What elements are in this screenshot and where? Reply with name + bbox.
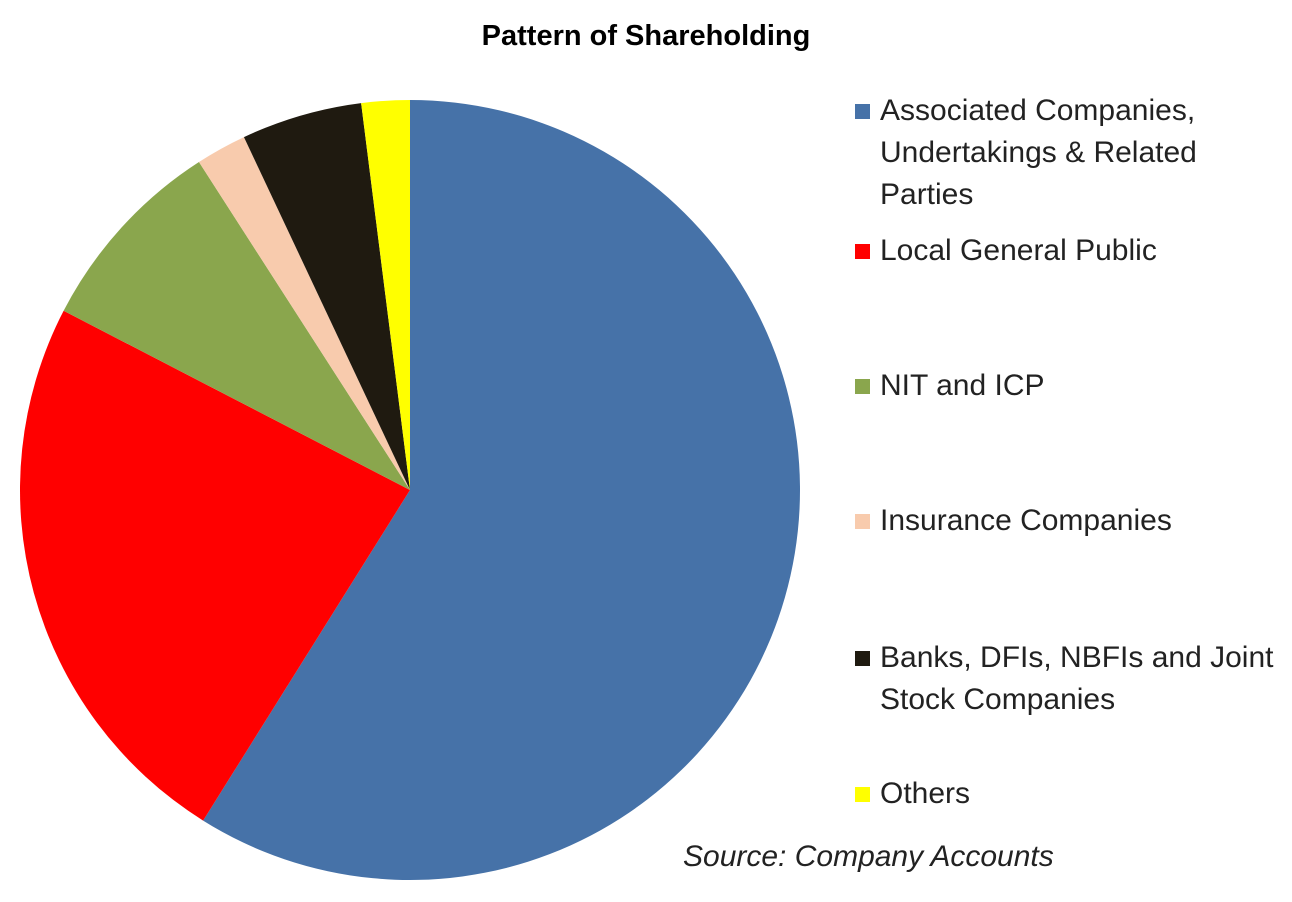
legend-item: Associated Companies, Undertakings & Rel…: [855, 90, 1285, 216]
legend-label: NIT and ICP: [880, 369, 1045, 402]
pie-slice: [361, 100, 410, 490]
legend-label: Others: [880, 777, 971, 810]
legend-label: Local General Public: [880, 234, 1157, 267]
legend-swatch: [855, 514, 870, 529]
source-note: Source: Company Accounts: [683, 840, 1054, 873]
legend-swatch: [855, 244, 870, 259]
pie-slice: [63, 162, 411, 490]
legend-item: Banks, DFIs, NBFIs and Joint Stock Compa…: [855, 637, 1285, 721]
legend-label: Associated Companies, Undertakings & Rel…: [880, 94, 1197, 211]
legend-item: Others: [855, 773, 1285, 815]
legend-swatch: [855, 651, 870, 666]
pie-slice: [198, 137, 410, 491]
pie-slice: [243, 103, 410, 491]
chart-title: Pattern of Shareholding: [481, 20, 811, 52]
legend-label: Insurance Companies: [880, 504, 1172, 537]
legend-swatch: [855, 104, 870, 119]
legend-swatch: [855, 379, 870, 394]
pie-slice: [203, 100, 800, 880]
legend-item: NIT and ICP: [855, 365, 1285, 407]
legend-item: Insurance Companies: [855, 500, 1285, 542]
legend-label: Banks, DFIs, NBFIs and Joint Stock Compa…: [880, 641, 1274, 716]
legend-item: Local General Public: [855, 230, 1285, 272]
pie-slice: [19, 310, 410, 821]
legend-swatch: [855, 787, 870, 802]
